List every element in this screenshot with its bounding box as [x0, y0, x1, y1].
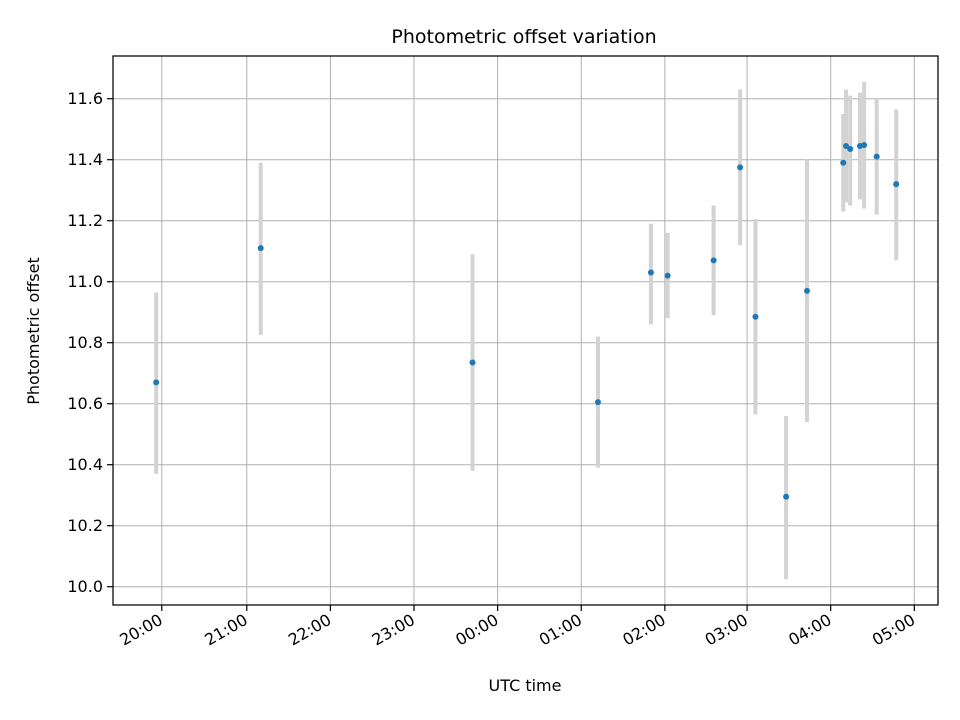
y-axis-label: Photometric offset: [24, 257, 43, 405]
data-point: [843, 142, 850, 149]
plot-frame: [112, 55, 939, 606]
y-tick-label: 11.4: [67, 150, 103, 169]
data-point: [594, 399, 601, 406]
y-tick-label: 10.2: [67, 516, 103, 535]
chart-title: Photometric offset variation: [391, 26, 656, 48]
data-point: [710, 257, 717, 264]
y-tick-label: 10.0: [67, 577, 103, 596]
y-tick-label: 10.8: [67, 333, 103, 352]
data-point: [840, 159, 847, 166]
y-axis-ticks: 10.0 10.2 10.4 10.6 10.8 11.0 11.2 11.4 11.6: [67, 89, 113, 596]
data-point: [847, 146, 854, 153]
data-point: [469, 359, 476, 366]
grid: [113, 56, 938, 605]
data-point: [153, 379, 160, 386]
data-point: [861, 142, 868, 149]
data-points: [153, 142, 900, 500]
y-tick-label: 10.4: [67, 455, 103, 474]
y-tick-label: 11.6: [67, 89, 103, 108]
y-tick-label: 11.0: [67, 272, 103, 291]
data-point: [752, 313, 759, 320]
y-tick-label: 11.2: [67, 211, 103, 230]
data-point: [804, 287, 811, 294]
data-point: [664, 272, 671, 279]
data-point: [647, 269, 654, 276]
data-point: [873, 153, 880, 160]
data-point: [893, 181, 900, 188]
y-tick-label: 10.6: [67, 394, 103, 413]
data-point: [257, 245, 264, 252]
x-axis-label: UTC time: [489, 676, 562, 695]
data-point: [783, 493, 790, 500]
data-point: [737, 164, 744, 171]
